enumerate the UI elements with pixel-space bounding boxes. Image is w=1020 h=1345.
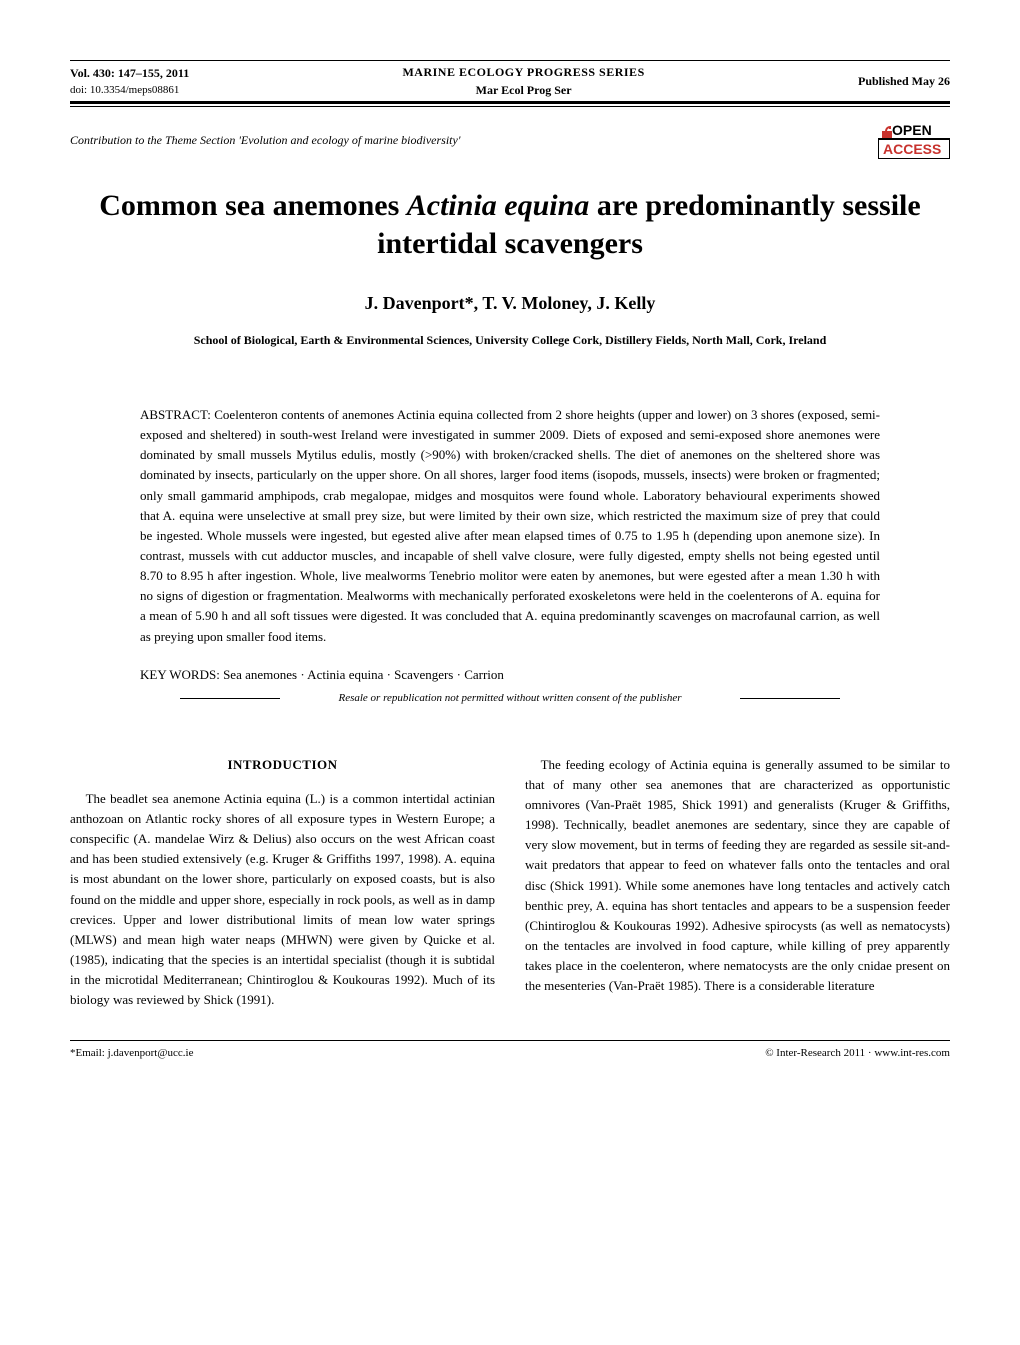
journal-header: Vol. 430: 147–155, 2011 doi: 10.3354/mep… xyxy=(70,60,950,104)
open-access-badge: OPEN ACCESS xyxy=(878,121,950,159)
journal-abbrev: Mar Ecol Prog Ser xyxy=(402,81,644,99)
affiliation: School of Biological, Earth & Environmen… xyxy=(70,331,950,349)
resale-text: Resale or republication not permitted wi… xyxy=(338,692,681,704)
header-divider xyxy=(70,106,950,107)
page-footer: *Email: j.davenport@ucc.ie © Inter-Resea… xyxy=(70,1040,950,1062)
body-columns: INTRODUCTION The beadlet sea anemone Act… xyxy=(70,755,950,1011)
corresponding-email: *Email: j.davenport@ucc.ie xyxy=(70,1045,193,1062)
keywords: KEY WORDS: Sea anemones · Actinia equina… xyxy=(140,665,880,685)
column-left: INTRODUCTION The beadlet sea anemone Act… xyxy=(70,755,495,1011)
abstract-text: Coelenteron contents of anemones Actinia… xyxy=(140,407,880,644)
svg-text:OPEN: OPEN xyxy=(892,122,932,138)
keywords-label: KEY WORDS: xyxy=(140,667,223,682)
published-date: Published May 26 xyxy=(858,72,950,90)
column-right: The feeding ecology of Actinia equina is… xyxy=(525,755,950,1011)
header-left: Vol. 430: 147–155, 2011 doi: 10.3354/mep… xyxy=(70,64,189,99)
title-italic: Actinia equina xyxy=(407,189,590,222)
abstract-label: ABSTRACT: xyxy=(140,407,214,422)
journal-series: MARINE ECOLOGY PROGRESS SERIES xyxy=(402,63,644,81)
copyright: © Inter-Research 2011 · www.int-res.com xyxy=(765,1045,950,1062)
volume-info: Vol. 430: 147–155, 2011 xyxy=(70,64,189,82)
intro-para-1: The beadlet sea anemone Actinia equina (… xyxy=(70,789,495,1011)
intro-para-2: The feeding ecology of Actinia equina is… xyxy=(525,755,950,997)
doi: doi: 10.3354/meps08861 xyxy=(70,82,189,99)
resale-notice: Resale or republication not permitted wi… xyxy=(70,690,950,707)
authors: J. Davenport*, T. V. Moloney, J. Kelly xyxy=(70,290,950,317)
article-title: Common sea anemones Actinia equina are p… xyxy=(70,187,950,262)
open-access-icon: OPEN ACCESS xyxy=(878,121,950,159)
abstract: ABSTRACT: Coelenteron contents of anemon… xyxy=(140,405,880,647)
contribution-text: Contribution to the Theme Section 'Evolu… xyxy=(70,131,460,149)
svg-text:ACCESS: ACCESS xyxy=(883,141,941,157)
header-center: MARINE ECOLOGY PROGRESS SERIES Mar Ecol … xyxy=(402,63,644,99)
keywords-text: Sea anemones · Actinia equina · Scavenge… xyxy=(223,667,504,682)
title-pre: Common sea anemones xyxy=(99,189,407,222)
contribution-row: Contribution to the Theme Section 'Evolu… xyxy=(70,121,950,159)
introduction-heading: INTRODUCTION xyxy=(70,755,495,775)
